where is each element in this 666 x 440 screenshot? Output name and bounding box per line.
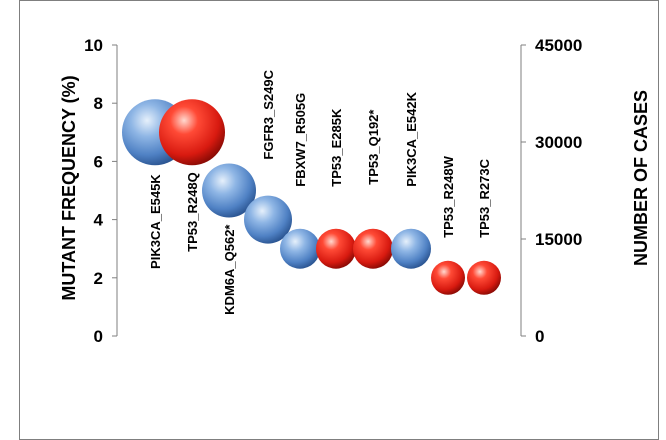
bubble-tp53-r273c (467, 260, 501, 295)
bubble-tp53-r248q (159, 99, 225, 166)
bubble-label: TP53_R248Q (185, 172, 200, 252)
bubble-fgfr3-s249c (244, 195, 292, 244)
bubble-label: FGFR3_S249C (261, 69, 276, 159)
bubble-label: PIK3CA_E545K (148, 174, 163, 269)
bubble-label: KDM6A_Q562* (222, 224, 237, 315)
bubble-label: TP53_E285K (329, 108, 344, 187)
bubble-tp53-r248w (431, 260, 465, 295)
y-tick-label: 4 (94, 211, 104, 230)
bubble-tp53-e285k (316, 228, 356, 269)
y2-tick-label: 45000 (535, 36, 582, 55)
y-tick-label: 0 (94, 327, 103, 346)
y-axis-title-left: MUTANT FREQUENCY (%) (59, 75, 79, 300)
bubble-tp53-q192- (353, 228, 393, 269)
y-tick-label: 8 (94, 94, 103, 113)
bubble-label: TP53_Q192* (366, 109, 381, 185)
y2-tick-label: 30000 (535, 133, 582, 152)
y-tick-label: 6 (94, 152, 103, 171)
y-tick-label: 2 (94, 269, 103, 288)
y2-tick-label: 15000 (535, 230, 582, 249)
bubble-label: TP53_R273C (477, 158, 492, 237)
y2-tick-label: 0 (535, 327, 544, 346)
bubble-label: TP53_R248W (441, 155, 456, 237)
y-axis-title-right: NUMBER OF CASES (631, 90, 651, 266)
bubble-label: FBXW7_R505G (293, 93, 308, 187)
bubble-kdm6a-q562- (202, 163, 256, 218)
bubble-fbxw7-r505g (280, 228, 320, 269)
y-tick-label: 10 (84, 36, 103, 55)
bubble-pik3ca-e542k (391, 228, 431, 269)
bubble-label: PIK3CA_E542K (404, 91, 419, 186)
